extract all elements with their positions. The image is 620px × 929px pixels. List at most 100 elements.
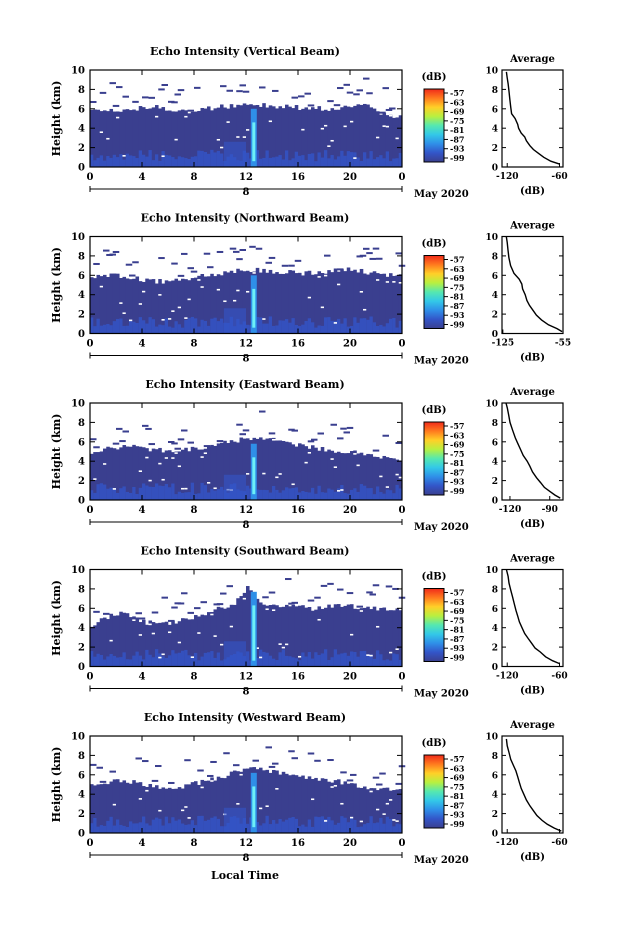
echo-column <box>281 771 286 833</box>
echo-column <box>242 768 247 833</box>
echo-gap <box>398 476 404 479</box>
echo-fragment <box>109 770 116 773</box>
echo-column <box>129 110 133 167</box>
echo-column <box>194 447 198 500</box>
echo-low-layer <box>343 817 348 833</box>
echo-column <box>216 107 221 167</box>
echo-low-layer <box>119 154 123 167</box>
echo-fragment <box>207 774 214 777</box>
panel-2: Echo Intensity (Eastward Beam) 0 2 4 6 8 10 0 4 8… <box>50 378 564 533</box>
x-tick-label: 20 <box>343 505 357 516</box>
echo-low-layer <box>262 651 266 667</box>
echo-column <box>171 620 175 667</box>
echo-low-layer <box>220 826 224 833</box>
echo-low-layer <box>301 324 305 334</box>
echo-fragment <box>99 780 107 783</box>
echo-fragment <box>236 90 243 93</box>
convective-shoulder <box>223 308 246 334</box>
echo-column <box>151 622 156 667</box>
echo-column <box>226 775 231 833</box>
echo-fragment <box>122 95 129 98</box>
echo-column <box>242 271 247 334</box>
echo-low-layer <box>259 317 263 334</box>
echo-low-layer <box>158 485 162 500</box>
echo-fragment <box>161 596 168 599</box>
echo-low-layer <box>324 819 328 833</box>
echo-fragment <box>259 86 266 89</box>
echo-low-layer <box>259 158 263 167</box>
echo-column <box>164 110 169 167</box>
echo-gap <box>138 303 143 305</box>
echo-fragment <box>171 262 178 265</box>
echo-fragment <box>190 270 198 273</box>
echo-fragment <box>288 264 295 267</box>
echo-fragment <box>168 441 175 443</box>
y-tick-label: 6 <box>78 271 85 282</box>
echo-low-layer <box>135 494 140 500</box>
echo-low-layer <box>262 823 266 833</box>
echo-column <box>174 451 179 500</box>
echo-low-layer <box>203 652 208 667</box>
echo-low-layer <box>288 817 292 833</box>
x-tick-label: 0 <box>399 505 406 516</box>
echo-low-layer <box>181 327 185 334</box>
echo-low-layer <box>168 655 172 667</box>
echo-column <box>298 776 302 833</box>
echo-low-layer <box>320 492 325 500</box>
echo-low-layer <box>99 325 104 334</box>
echo-column <box>210 110 214 167</box>
date-label: May 2020 <box>414 356 469 367</box>
echo-low-layer <box>298 492 302 500</box>
echo-column <box>291 604 296 667</box>
echo-column <box>216 606 221 667</box>
echo-fragment <box>376 783 383 786</box>
echo-low-layer <box>96 157 101 167</box>
y-tick-label: 4 <box>78 290 85 301</box>
echo-column <box>333 268 338 334</box>
echo-column <box>203 108 208 167</box>
echo-low-layer <box>96 484 101 500</box>
echo-fragment <box>343 431 350 434</box>
echo-column <box>106 446 110 500</box>
echo-column <box>161 787 166 833</box>
echo-column <box>213 780 218 833</box>
echo-column <box>376 790 380 833</box>
x-tick-label: 4 <box>139 838 146 849</box>
echo-column <box>363 786 367 833</box>
echo-low-layer <box>194 493 198 500</box>
echo-low-layer <box>350 651 354 667</box>
echo-low-layer <box>246 152 250 167</box>
echo-fragment <box>353 93 360 96</box>
day-label: 8 <box>243 687 250 698</box>
echo-column <box>346 106 351 167</box>
echo-fragment <box>216 250 224 253</box>
echo-fragment <box>249 245 256 248</box>
echo-column <box>187 784 192 833</box>
echo-low-layer <box>317 152 322 167</box>
y-tick-label: 8 <box>78 85 85 96</box>
colorbar-tick-label: -81 <box>450 791 464 801</box>
y-tick-label: 0 <box>78 662 85 673</box>
echo-low-layer <box>103 825 107 833</box>
echo-column <box>346 453 351 500</box>
echo-column <box>369 788 374 833</box>
profile-y-tick-label: 4 <box>492 791 498 801</box>
echo-low-layer <box>324 492 328 500</box>
echo-gap <box>359 291 365 293</box>
echo-column <box>194 615 198 667</box>
echo-low-layer <box>272 486 276 500</box>
echo-low-layer <box>203 320 208 334</box>
echo-column <box>171 452 175 500</box>
convective-core-strong <box>252 122 256 162</box>
echo-low-layer <box>307 492 312 500</box>
convective-core-strong <box>252 457 256 495</box>
echo-low-layer <box>99 655 104 667</box>
echo-column <box>340 453 344 500</box>
echo-low-layer <box>268 492 273 500</box>
echo-column <box>122 780 127 833</box>
echo-low-layer <box>337 318 341 334</box>
echo-low-layer <box>333 159 338 167</box>
echo-column <box>99 784 104 833</box>
echo-column <box>223 608 227 667</box>
echo-column <box>96 274 101 334</box>
